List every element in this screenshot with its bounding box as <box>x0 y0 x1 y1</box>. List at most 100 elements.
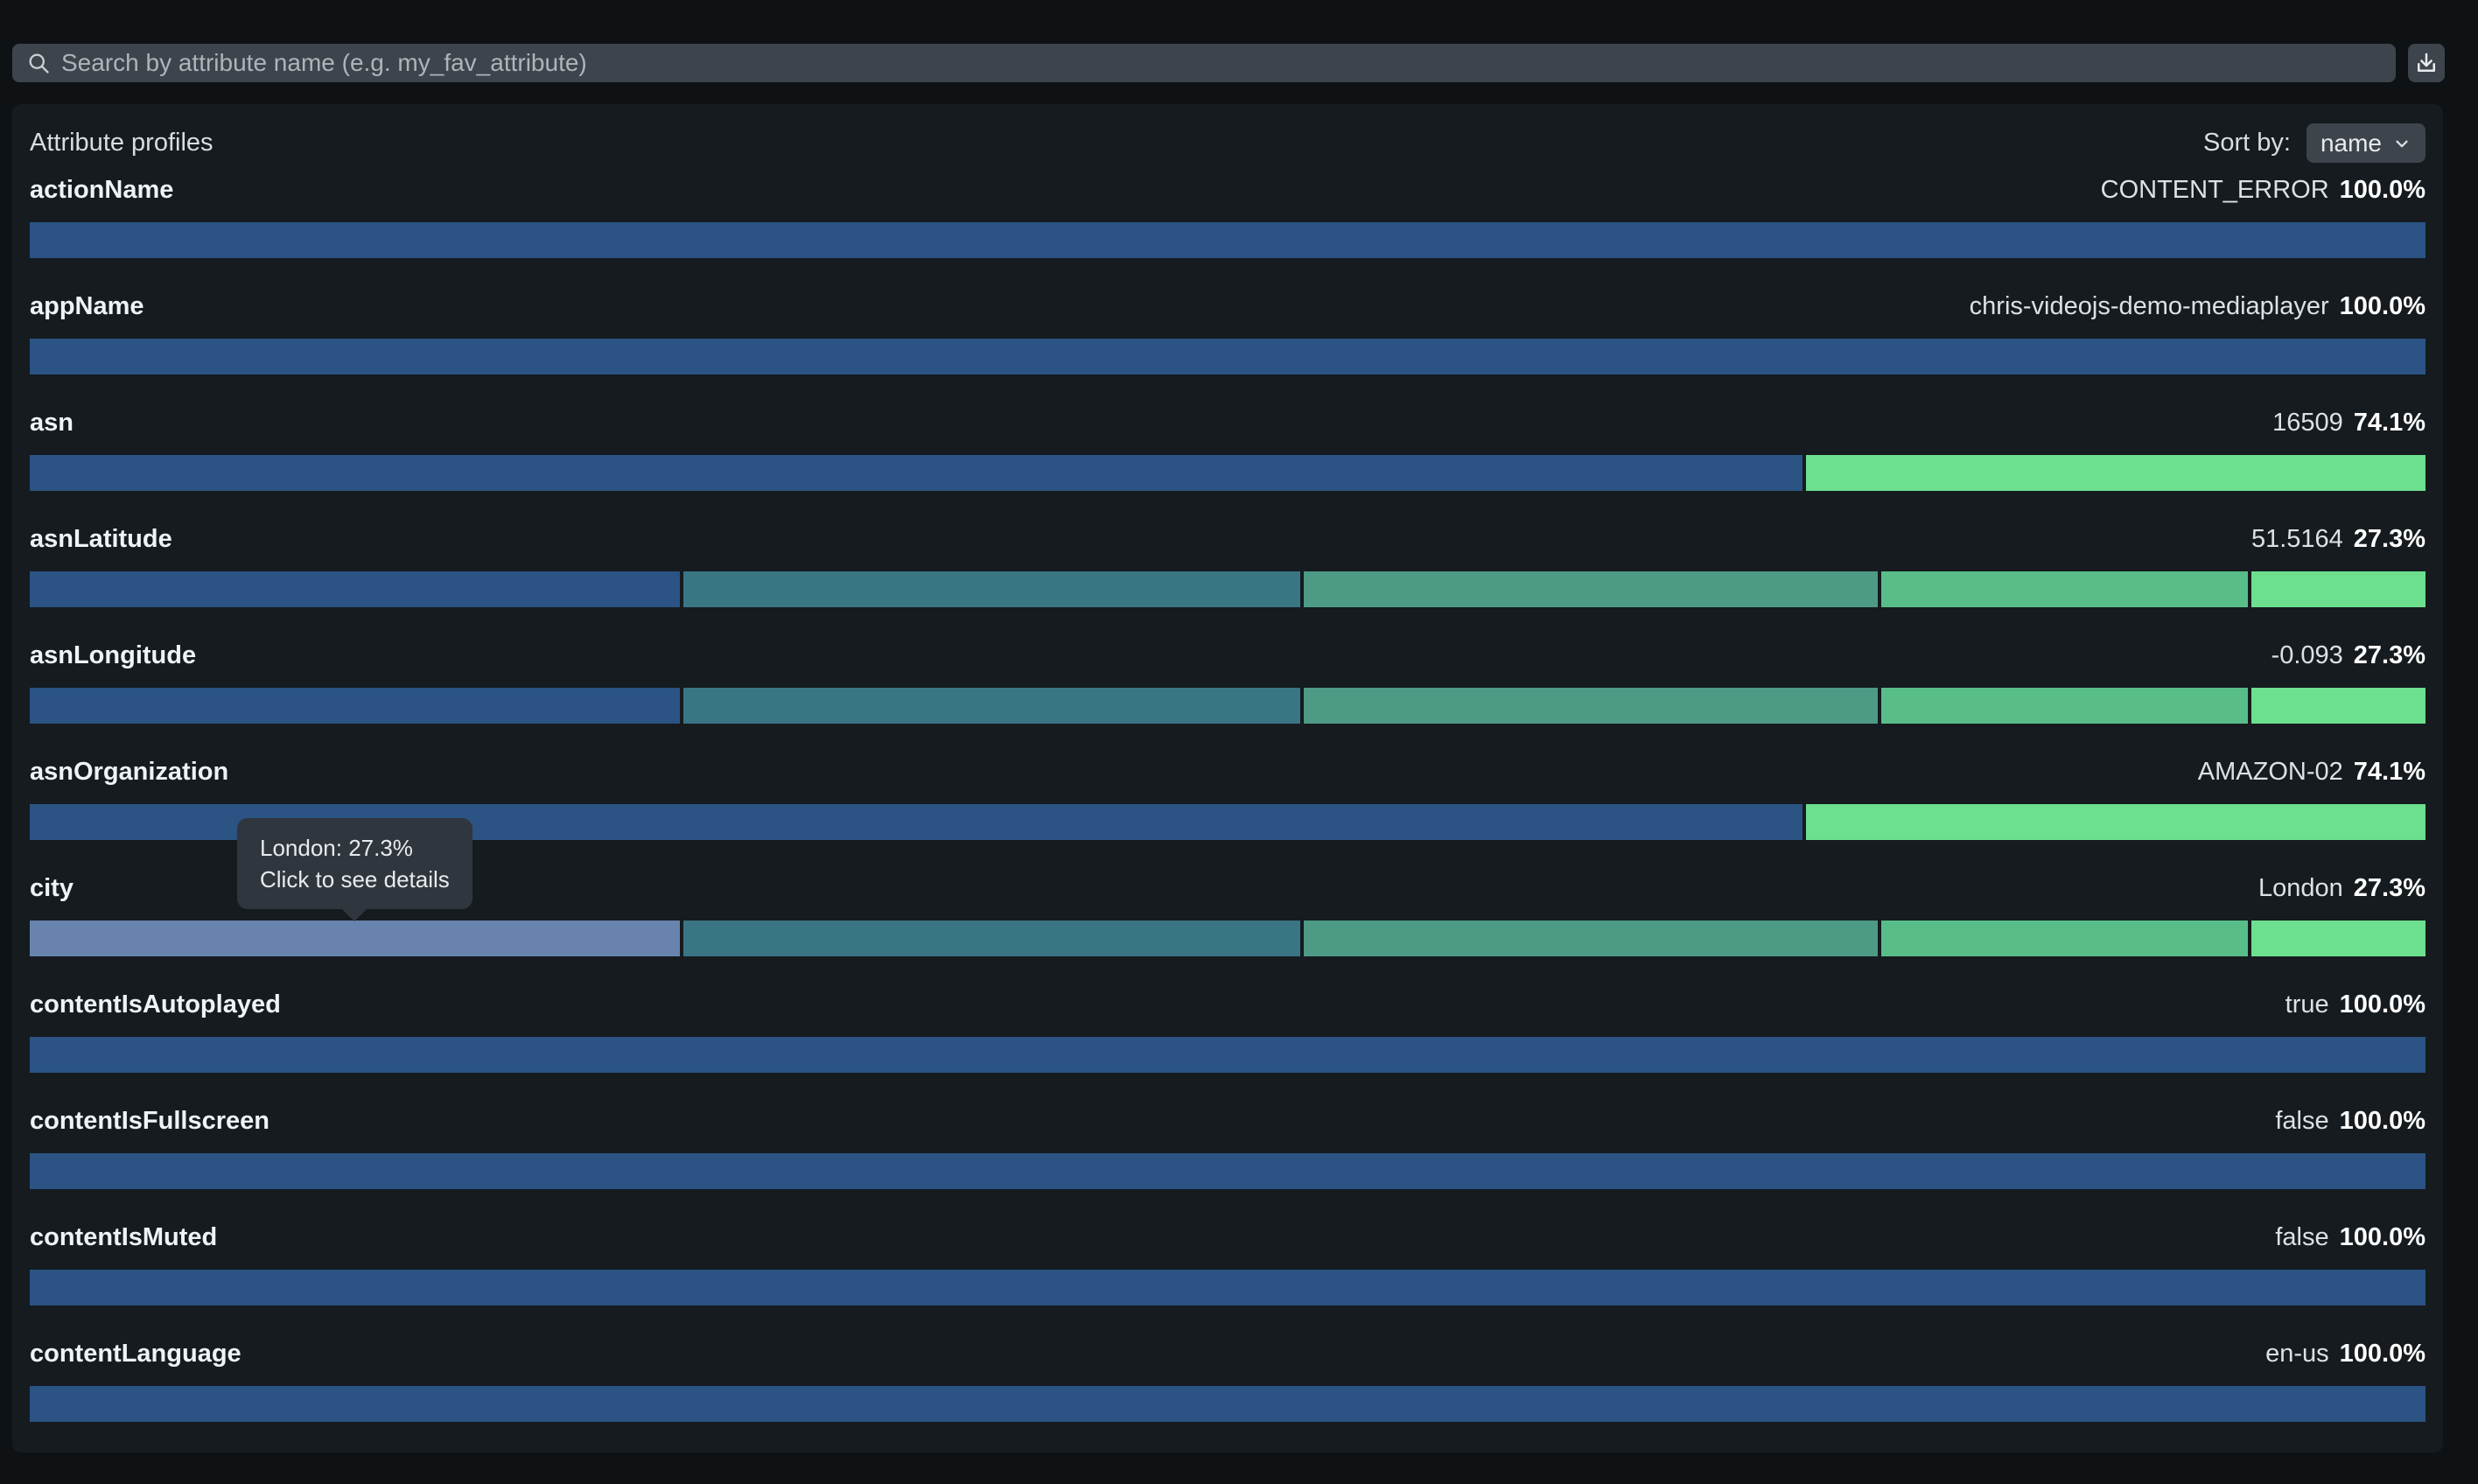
attribute-name: asn <box>30 408 74 437</box>
sort-dropdown-value: name <box>2320 129 2382 157</box>
tooltip-hint-line: Click to see details <box>260 866 450 892</box>
bar-segment[interactable] <box>30 688 681 724</box>
attribute-row: contentIsFullscreen false 100.0% <box>30 1102 2426 1189</box>
bar-segment[interactable] <box>1881 688 2249 724</box>
attribute-name: appName <box>30 291 144 320</box>
attribute-top-value: 51.5164 <box>2250 524 2343 553</box>
attribute-name: asnOrganization <box>30 757 229 786</box>
tooltip: London: 27.3% Click to see details <box>237 818 472 921</box>
attribute-row-head: city London 27.3% <box>30 870 2426 906</box>
attribute-top-value: AMAZON-02 <box>2197 757 2343 786</box>
attribute-name: contentIsFullscreen <box>30 1106 270 1135</box>
bar-segment[interactable] <box>30 455 1802 491</box>
bar-segment[interactable] <box>30 1386 2426 1422</box>
bar-segment[interactable] <box>683 688 1301 724</box>
attribute-row: contentIsMuted false 100.0% <box>30 1219 2426 1306</box>
attribute-name: asnLongitude <box>30 640 197 669</box>
attribute-top-value-group: true 100.0% <box>2286 990 2426 1019</box>
search-icon <box>29 53 49 74</box>
download-icon <box>2418 52 2435 72</box>
attribute-top-value: -0.093 <box>2271 640 2343 669</box>
attribute-row-head: asnLongitude -0.093 27.3% <box>30 637 2426 674</box>
attribute-top-value: London <box>2258 873 2343 902</box>
bar-segment[interactable] <box>683 571 1301 607</box>
attribute-top-value-group: 51.5164 27.3% <box>2251 525 2426 554</box>
attribute-row: appName chris-videojs-demo-mediaplayer 100… <box>30 288 2426 374</box>
attribute-bar <box>30 1037 2426 1073</box>
bar-segment[interactable] <box>30 1270 2426 1306</box>
attribute-bar <box>30 1270 2426 1306</box>
tooltip-value-line: London: 27.3% <box>260 835 413 861</box>
bar-segment[interactable] <box>2251 688 2426 724</box>
attribute-top-percent: 100.0% <box>2339 1222 2426 1251</box>
attribute-bar <box>30 688 2426 724</box>
attribute-top-value-group: CONTENT_ERROR 100.0% <box>2101 176 2426 205</box>
attribute-top-percent: 100.0% <box>2339 1106 2426 1135</box>
download-button[interactable] <box>2408 44 2445 82</box>
bar-segment[interactable] <box>1805 455 2426 491</box>
attribute-profiles-panel: Attribute profiles Sort by: name actionN… <box>12 104 2443 1452</box>
attribute-top-percent: 74.1% <box>2353 757 2426 786</box>
attribute-row: asn 16509 74.1% <box>30 404 2426 491</box>
attribute-top-percent: 27.3% <box>2353 873 2426 902</box>
attribute-rows: actionName CONTENT_ERROR 100.0% appName chri… <box>30 172 2426 1422</box>
attribute-top-value-group: en-us 100.0% <box>2265 1340 2426 1368</box>
attribute-top-value-group: -0.093 27.3% <box>2272 641 2426 670</box>
attribute-row-head: contentLanguage en-us 100.0% <box>30 1335 2426 1372</box>
bar-segment[interactable] <box>30 222 2426 258</box>
bar-segment[interactable] <box>1881 920 2249 956</box>
attribute-top-percent: 100.0% <box>2339 175 2426 204</box>
attribute-top-percent: 100.0% <box>2339 291 2426 320</box>
attribute-top-value: chris-videojs-demo-mediaplayer <box>1969 291 2329 320</box>
bar-segment[interactable] <box>30 571 681 607</box>
bar-segment[interactable] <box>1304 571 1879 607</box>
attribute-top-value: false <box>2275 1222 2329 1251</box>
attribute-row: asnLatitude 51.5164 27.3% <box>30 521 2426 607</box>
attribute-top-value: false <box>2275 1106 2329 1135</box>
attribute-top-value-group: chris-videojs-demo-mediaplayer 100.0% <box>1970 292 2426 321</box>
attribute-row: actionName CONTENT_ERROR 100.0% <box>30 172 2426 258</box>
attribute-row: contentIsAutoplayed true 100.0% <box>30 986 2426 1073</box>
attribute-bar <box>30 571 2426 607</box>
bar-segment[interactable] <box>30 339 2426 374</box>
bar-segment[interactable] <box>2251 571 2426 607</box>
bar-segment[interactable] <box>683 920 1301 956</box>
sort-by-label: Sort by: <box>2203 129 2291 157</box>
attribute-top-value-group: false 100.0% <box>2275 1107 2426 1136</box>
bar-segment[interactable] <box>1304 688 1879 724</box>
attribute-bar <box>30 455 2426 491</box>
sort-dropdown[interactable]: name <box>2306 123 2426 163</box>
attribute-bar <box>30 1386 2426 1422</box>
attribute-row-head: contentIsFullscreen false 100.0% <box>30 1102 2426 1139</box>
bar-segment[interactable] <box>30 1153 2426 1189</box>
bar-segment[interactable] <box>1881 571 2249 607</box>
attribute-bar <box>30 222 2426 258</box>
attribute-top-value: true <box>2285 990 2329 1018</box>
attribute-top-value-group: 16509 74.1% <box>2272 409 2426 438</box>
attribute-name: contentIsAutoplayed <box>30 990 281 1018</box>
attribute-row-head: asn 16509 74.1% <box>30 404 2426 441</box>
bar-segment[interactable] <box>2251 920 2426 956</box>
attribute-top-value: CONTENT_ERROR <box>2100 175 2329 204</box>
attribute-name: asnLatitude <box>30 524 172 553</box>
bar-segment[interactable] <box>1805 804 2426 840</box>
attribute-bar <box>30 1153 2426 1189</box>
attribute-bar <box>30 339 2426 374</box>
bar-segment-highlighted[interactable] <box>30 920 681 956</box>
attribute-top-percent: 27.3% <box>2353 524 2426 553</box>
search-box[interactable] <box>12 44 2396 82</box>
attribute-top-percent: 27.3% <box>2353 640 2426 669</box>
attribute-top-percent: 100.0% <box>2339 1339 2426 1368</box>
attribute-top-value-group: London 27.3% <box>2258 874 2426 903</box>
panel-title: Attribute profiles <box>30 129 214 157</box>
bar-segment[interactable] <box>1304 920 1879 956</box>
attribute-top-value-group: false 100.0% <box>2275 1223 2426 1252</box>
attribute-bar <box>30 920 2426 956</box>
attribute-row: contentLanguage en-us 100.0% <box>30 1335 2426 1422</box>
search-input[interactable] <box>61 49 2382 77</box>
attribute-top-value: 16509 <box>2272 408 2343 437</box>
attribute-row-head: contentIsMuted false 100.0% <box>30 1219 2426 1256</box>
bar-segment[interactable] <box>30 1037 2426 1073</box>
attribute-row: city London 27.3% <box>30 870 2426 956</box>
tooltip-caret <box>341 908 368 921</box>
